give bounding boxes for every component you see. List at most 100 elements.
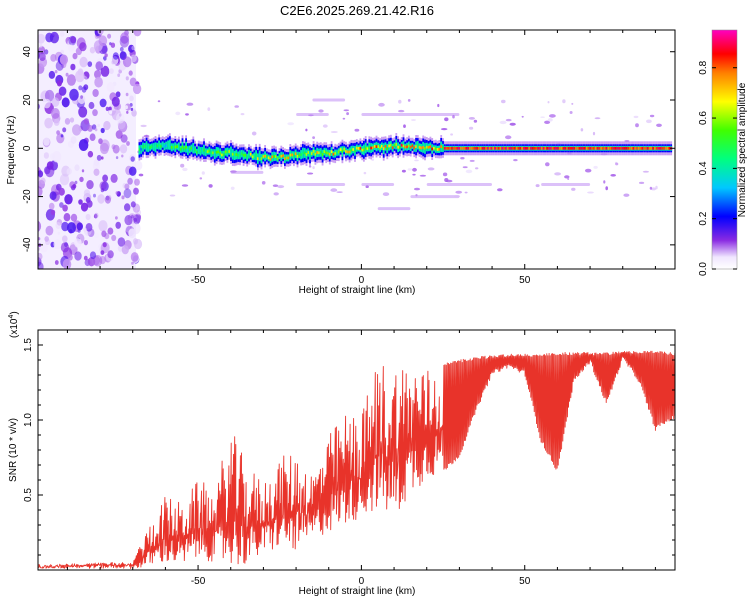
signal-core [269,158,272,161]
y-tick-label: -20 [22,189,33,204]
scale-exponent: 4 [8,315,15,319]
signal-core [402,144,405,148]
noise-blob [45,165,55,178]
speckle [610,174,616,177]
noise-blob [115,191,119,195]
noise-blob [59,173,70,186]
signal-core [535,146,538,150]
speckle [312,136,315,140]
signal-core [366,147,369,151]
signal-core [643,146,646,150]
y-tick-label: 0 [22,145,33,151]
signal-core [370,146,372,150]
noise-blob [38,68,40,76]
signal-core [564,146,567,150]
noise-blob [83,118,89,125]
signal-core [307,151,310,154]
signal-core [578,146,581,150]
signal-core [203,148,205,152]
x-tick-label: 0 [359,275,365,286]
signal-core [302,151,304,155]
y-tick-label: 1.5 [23,338,34,352]
signal-core [339,148,342,151]
signal-core [413,146,416,150]
scale-prefix: (x10 [9,318,20,338]
speckle [346,112,349,116]
speckle [182,167,188,172]
noise-blob [122,56,132,68]
colorbar-tick-label: 0.8 [698,60,709,74]
signal-core [409,145,412,149]
noise-blob [134,160,143,171]
noise-blob [124,105,128,110]
speckle [544,120,551,125]
signal-core [438,147,441,151]
signal-core [503,146,505,150]
speckle [412,167,417,172]
noise-blob [38,186,43,197]
noise-blob [39,43,43,48]
noise-blob [98,35,108,47]
noise-blob [93,158,100,167]
signal-core [231,152,234,156]
signal-core [181,145,184,149]
noise-blob [69,88,79,101]
signal-core [447,146,450,150]
signal-core [636,146,638,150]
signal-core [359,146,362,150]
noise-blob [67,254,73,261]
noise-blob [61,97,70,108]
y-tick-label: 40 [22,46,33,58]
speckle [230,170,237,173]
speckle [140,124,147,128]
x-tick-label: -50 [191,576,206,587]
signal-core [645,146,647,150]
colorbar-tick-label: 0.0 [698,262,709,276]
signal-core [310,152,313,155]
signal-core [334,152,337,155]
signal-core [316,151,319,154]
speckle [521,115,524,118]
noise-blob [128,70,133,76]
noise-blob [38,175,41,186]
noise-blob [74,164,80,171]
noise-blob [133,30,142,37]
signal-core [449,146,452,150]
speckle [407,99,411,102]
signal-core [390,143,392,147]
signal-core [512,146,514,150]
noise-blob [123,188,132,199]
noise-blob [129,77,137,87]
noise-blob [119,144,128,154]
speckle [452,114,455,119]
signal-core [573,146,576,150]
signal-core [167,143,169,147]
speckle [199,177,203,180]
noise-blob [93,168,100,176]
signal-core [179,147,182,151]
speckle [185,113,189,116]
noise-blob [80,202,89,212]
speckle [592,131,596,136]
noise-blob [79,56,88,68]
signal-core [294,152,297,156]
noise-blob [52,151,62,163]
signal-core [582,146,584,150]
signal-core [258,154,261,158]
noise-blob [131,109,137,117]
signal-core [458,146,461,150]
signal-core [330,150,333,153]
speckle [207,107,211,111]
speckle [649,186,653,190]
signal-core [240,152,243,156]
signal-core [176,145,178,148]
signal-core [470,146,473,150]
noise-blob [133,217,137,222]
signal-core [212,151,214,155]
speckle [398,109,405,113]
signal-core [373,145,376,148]
side-band [377,207,411,211]
speckle [201,171,205,175]
spectrogram-frame [37,29,676,270]
